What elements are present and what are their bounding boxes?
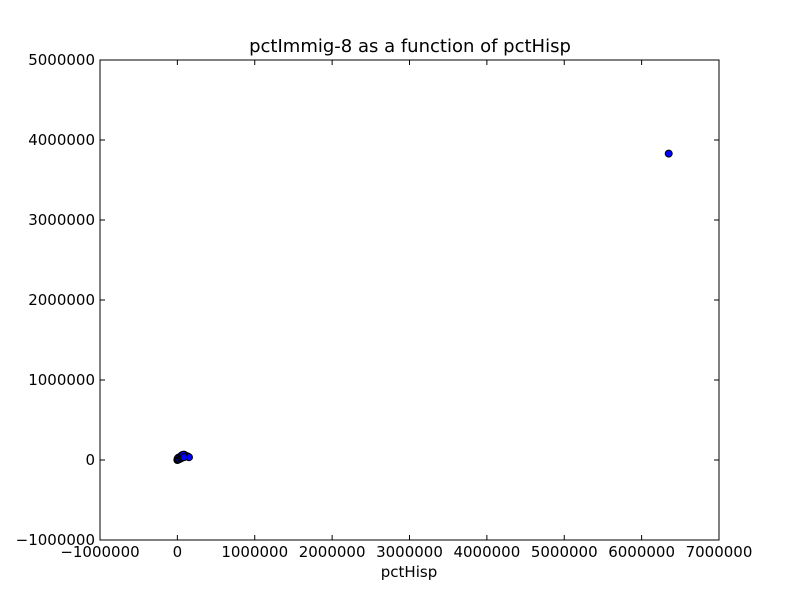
x-tick-label: −1000000: [60, 543, 139, 561]
y-tick-label: 4000000: [28, 131, 95, 149]
y-tick-label: 3000000: [28, 211, 95, 229]
x-axis-label: pctHisp: [381, 563, 437, 581]
x-tick-label: 7000000: [686, 543, 753, 561]
data-point: [664, 149, 673, 158]
x-tick-label: 1000000: [221, 543, 288, 561]
chart-title: pctImmig-8 as a function of pctHisp: [249, 36, 571, 57]
x-tick-label: 5000000: [531, 543, 598, 561]
x-tick-label: 3000000: [376, 543, 443, 561]
x-tick-label: 0: [173, 543, 183, 561]
x-tick-label: 2000000: [299, 543, 366, 561]
x-tick-label: 6000000: [608, 543, 675, 561]
y-tick-label: 5000000: [28, 51, 95, 69]
points-layer: [173, 149, 673, 464]
ticks-layer: −1000000 0 1000000 2000000 3000000 4000000 500…: [16, 51, 753, 561]
y-tick-label: 2000000: [28, 291, 95, 309]
data-point: [179, 453, 188, 462]
plot-frame: [99, 59, 720, 541]
y-tick-label: −1000000: [16, 531, 95, 549]
x-tick-label: 4000000: [453, 543, 520, 561]
y-tick-label: 0: [85, 451, 95, 469]
y-tick-label: 1000000: [28, 371, 95, 389]
